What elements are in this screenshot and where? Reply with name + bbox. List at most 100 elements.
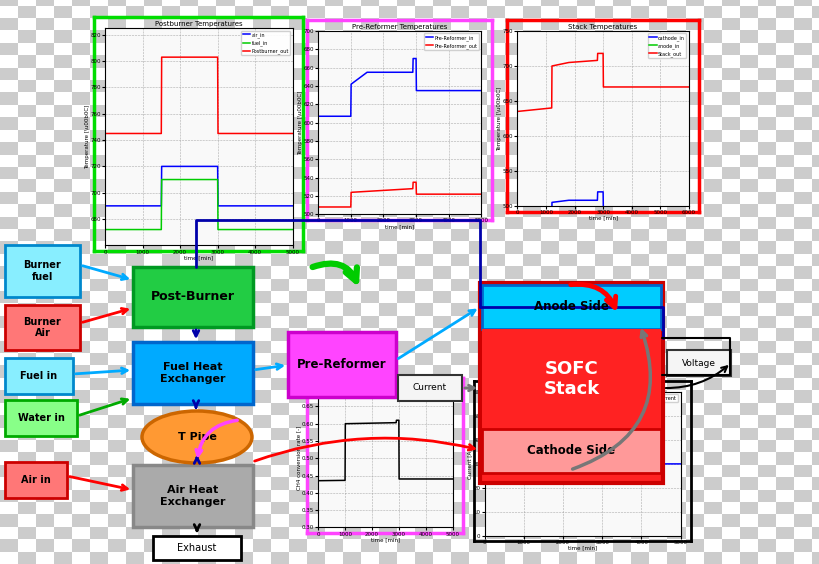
Bar [468,105,486,117]
Bar [36,55,54,68]
Bar [667,316,685,328]
Bar [613,254,631,266]
Bar [685,353,703,365]
Bar [288,527,306,539]
Bar [126,316,144,328]
Bar [559,142,577,155]
Bar [649,6,667,18]
Bar [505,428,523,440]
Bar [577,452,595,465]
Bar [306,241,324,254]
Bar [505,105,523,117]
Text: Fuel in: Fuel in [20,371,57,381]
Bar [288,328,306,341]
Bar [468,229,486,241]
Bar [703,0,721,6]
Bar [234,68,252,80]
Bar [36,6,54,18]
Bar [757,403,775,415]
Bar [90,365,108,378]
Bar [721,179,739,192]
Bar [126,117,144,130]
Bar [288,105,306,117]
Bar [180,353,198,365]
Bar [450,241,468,254]
Bar [811,266,819,279]
Bar [324,229,342,241]
Bar [559,440,577,452]
Bar [54,341,72,353]
Bar [667,18,685,30]
Bar [577,502,595,514]
Bar [613,552,631,564]
Bar [360,204,378,217]
Bar [685,204,703,217]
Bar [523,440,541,452]
Bar [342,0,360,6]
air_in [287,202,297,209]
Pre-Reformer_out [476,191,486,197]
Bar [811,365,819,378]
Bar [396,204,414,217]
Bar [126,341,144,353]
Line: Stack_out: Stack_out [517,54,688,112]
Bar [811,167,819,179]
Bar [649,80,667,92]
Bar [739,167,757,179]
Bar [198,390,216,403]
Bar [378,365,396,378]
Bar [505,527,523,539]
Bar [180,527,198,539]
Bar [72,105,90,117]
Bar [811,142,819,155]
Bar [162,167,180,179]
Bar [54,415,72,428]
Bar [162,390,180,403]
anode_in [592,221,602,228]
Bar [72,155,90,167]
Bar [180,403,198,415]
Bar [36,328,54,341]
fuel_in [156,226,166,233]
Bar [486,390,505,403]
Bar [126,167,144,179]
Bar [468,303,486,316]
Bar [721,378,739,390]
Bar [270,415,288,428]
Bar [72,477,90,490]
Bar [757,254,775,266]
Bar [667,440,685,452]
Text: Post-Burner: Post-Burner [151,290,235,303]
Bar [703,341,721,353]
Bar [0,502,18,514]
Bar [18,291,36,303]
Bar [126,217,144,229]
Bar [342,167,360,179]
Bar [234,490,252,502]
Bar [234,217,252,229]
Bar [685,328,703,341]
Bar [234,117,252,130]
Bar [396,155,414,167]
air_in [213,202,223,209]
Bar [541,55,559,68]
Bar [523,390,541,403]
Line: Pre-Reformer_in: Pre-Reformer_in [318,59,481,116]
Bar [162,266,180,279]
Bar [559,514,577,527]
FancyBboxPatch shape [5,400,77,436]
Bar [252,378,270,390]
Bar [36,30,54,43]
Bar [72,254,90,266]
Bar [559,217,577,229]
Bar [775,43,793,55]
Bar [144,155,162,167]
Bar [108,452,126,465]
Bar [703,18,721,30]
Bar [36,155,54,167]
Bar [613,179,631,192]
Bar [667,415,685,428]
Bar [468,204,486,217]
Bar [703,440,721,452]
Bar [631,266,649,279]
